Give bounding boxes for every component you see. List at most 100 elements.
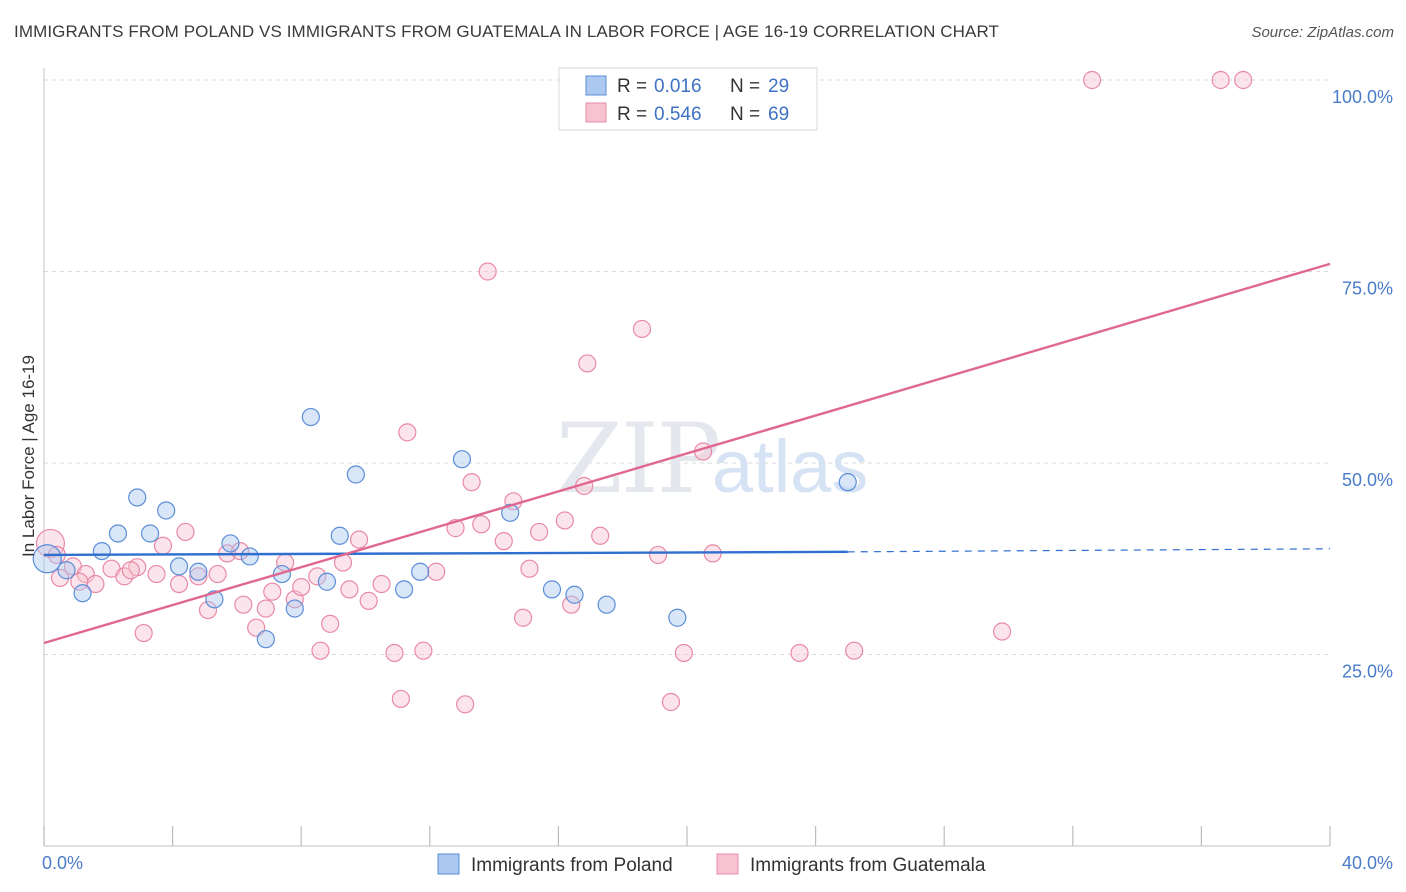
bottom-legend-label-guatemala: Immigrants from Guatemala: [750, 855, 986, 876]
poland-point: [240, 547, 259, 566]
poland-point: [394, 580, 414, 599]
guatemala-point: [578, 354, 597, 373]
guatemala-point: [555, 511, 574, 530]
poland-point: [73, 584, 92, 603]
bottom-legend-swatch-guatemala: [716, 853, 739, 875]
guatemala-point: [189, 567, 208, 586]
poland-point: [221, 534, 240, 553]
guatemala-point: [208, 564, 227, 584]
guatemala-point: [661, 692, 681, 712]
source-label: Source: ZipAtlas.com: [1251, 24, 1394, 41]
watermark-zip: ZIP: [556, 403, 719, 515]
x-tick-label: 0.0%: [42, 853, 83, 873]
y-tick-label: 25.0%: [1342, 662, 1393, 682]
poland-point: [157, 501, 176, 520]
bottom-legend: Immigrants from Poland Immigrants from G…: [437, 853, 986, 876]
guatemala-point: [790, 643, 809, 663]
tick-labels: 25.0% 50.0% 75.0% 100.0% 0.0% 40.0%: [42, 87, 1393, 873]
poland-point: [330, 526, 349, 545]
poland-point: [92, 541, 111, 561]
guatemala-point: [349, 530, 369, 549]
legend-r-label-poland: R =: [617, 76, 647, 97]
chart-title: IMMIGRANTS FROM POLAND VS IMMIGRANTS FRO…: [14, 22, 1000, 41]
guatemala-point: [472, 515, 491, 534]
poland-point: [317, 572, 337, 591]
guatemala-point: [478, 262, 497, 281]
guatemala-point: [121, 561, 140, 580]
guatemala-point: [263, 582, 282, 601]
poland-point: [285, 599, 304, 618]
poland-point: [189, 562, 208, 581]
legend-r-value-guatemala: 0.546: [654, 104, 702, 125]
poland-point: [108, 524, 128, 543]
guatemala-point: [1211, 70, 1230, 90]
guatemala-point: [147, 564, 166, 584]
guatemala-point: [398, 423, 417, 442]
guatemala-point: [153, 536, 173, 555]
poland-point: [452, 450, 472, 469]
trend-lines: [43, 262, 1331, 645]
guatemala-point: [845, 641, 864, 660]
poland-point: [838, 473, 857, 492]
poland-point: [301, 407, 320, 427]
guatemala-point: [674, 643, 693, 663]
guatemala-point: [134, 623, 153, 643]
guatemala-point: [256, 599, 275, 618]
poland-point: [128, 488, 147, 507]
guatemala-point: [359, 591, 378, 610]
guatemala-point: [35, 528, 66, 559]
legend-n-label-guatemala: N =: [730, 104, 760, 125]
y-tick-label: 75.0%: [1342, 279, 1393, 299]
guatemala-point: [992, 622, 1012, 641]
grid-layer: [44, 79, 1330, 655]
legend-swatch-poland: [585, 75, 607, 96]
poland-point: [346, 465, 365, 484]
poland-point: [411, 562, 430, 581]
bottom-legend-swatch-poland: [437, 853, 460, 875]
y-axis-title: In Labor Force | Age 16-19: [19, 355, 38, 557]
poland-point: [32, 544, 62, 574]
guatemala-point: [234, 595, 253, 614]
poland-point: [140, 524, 160, 543]
guatemala-point: [648, 545, 668, 565]
guatemala-point: [292, 577, 311, 597]
guatemala-point: [562, 595, 581, 614]
guatemala-point: [70, 572, 89, 591]
legend-n-label-poland: N =: [730, 76, 760, 97]
guatemala-point: [169, 574, 189, 594]
guatemala-point: [520, 559, 539, 578]
guatemala-point: [385, 643, 404, 663]
guatemala-point: [321, 614, 340, 633]
guatemala-point: [513, 608, 533, 627]
guatemala-points: [35, 70, 1253, 714]
guatemala-point: [311, 641, 330, 660]
legend: R = 0.016 N = 29 R = 0.546 N = 69: [558, 67, 818, 131]
legend-n-value-poland: 29: [768, 76, 789, 97]
poland-point: [256, 630, 275, 649]
watermark: ZIP atlas: [556, 403, 868, 515]
y-tick-label: 100.0%: [1332, 87, 1393, 107]
poland-point: [542, 580, 562, 599]
poland-trend-line: [43, 550, 848, 557]
y-tick-label: 50.0%: [1342, 470, 1393, 490]
guatemala-point: [391, 689, 410, 709]
axis-layer: [43, 68, 1331, 847]
guatemala-point: [494, 532, 513, 551]
guatemala-point: [414, 641, 433, 660]
poland-point: [169, 557, 189, 576]
legend-r-value-poland: 0.016: [654, 76, 702, 97]
guatemala-point: [1234, 70, 1253, 90]
legend-n-value-guatemala: 69: [768, 104, 789, 125]
guatemala-point: [427, 562, 446, 581]
bottom-legend-label-poland: Immigrants from Poland: [471, 855, 673, 876]
guatemala-point: [591, 526, 610, 545]
poland-point: [668, 608, 687, 627]
guatemala-point: [456, 695, 475, 714]
watermark-atlas: atlas: [712, 425, 868, 508]
guatemala-point: [462, 473, 481, 492]
guatemala-point: [198, 600, 218, 620]
poland-point: [57, 561, 76, 580]
guatemala-point: [340, 580, 359, 599]
poland-point: [597, 595, 616, 614]
